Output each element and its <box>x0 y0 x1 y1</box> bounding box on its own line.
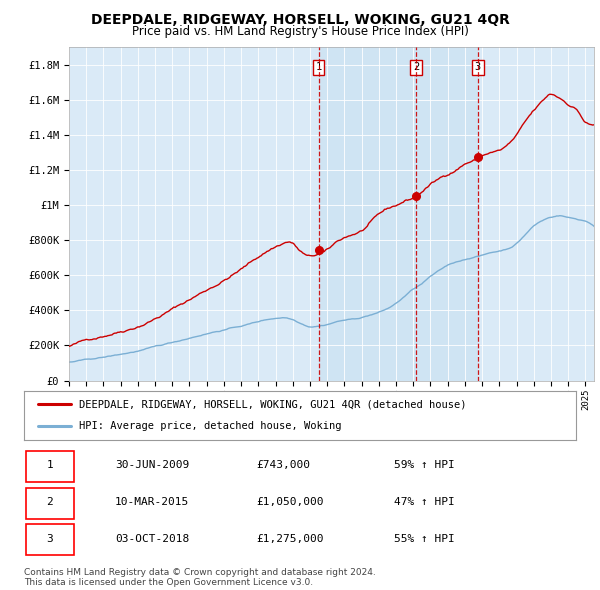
FancyBboxPatch shape <box>26 488 74 519</box>
Text: DEEPDALE, RIDGEWAY, HORSELL, WOKING, GU21 4QR: DEEPDALE, RIDGEWAY, HORSELL, WOKING, GU2… <box>91 13 509 27</box>
Bar <box>319 47 478 381</box>
Text: DEEPDALE, RIDGEWAY, HORSELL, WOKING, GU21 4QR (detached house): DEEPDALE, RIDGEWAY, HORSELL, WOKING, GU2… <box>79 399 467 409</box>
Text: HPI: Average price, detached house, Woking: HPI: Average price, detached house, Woki… <box>79 421 342 431</box>
Text: Contains HM Land Registry data © Crown copyright and database right 2024.: Contains HM Land Registry data © Crown c… <box>24 568 376 576</box>
Text: £1,275,000: £1,275,000 <box>256 534 323 544</box>
Text: Price paid vs. HM Land Registry's House Price Index (HPI): Price paid vs. HM Land Registry's House … <box>131 25 469 38</box>
Text: £1,050,000: £1,050,000 <box>256 497 323 507</box>
Text: 10-MAR-2015: 10-MAR-2015 <box>115 497 190 507</box>
Text: This data is licensed under the Open Government Licence v3.0.: This data is licensed under the Open Gov… <box>24 578 313 587</box>
Text: 47% ↑ HPI: 47% ↑ HPI <box>394 497 455 507</box>
Text: 03-OCT-2018: 03-OCT-2018 <box>115 534 190 544</box>
Text: 2: 2 <box>47 497 53 507</box>
Text: 30-JUN-2009: 30-JUN-2009 <box>115 460 190 470</box>
Text: 59% ↑ HPI: 59% ↑ HPI <box>394 460 455 470</box>
Text: £743,000: £743,000 <box>256 460 310 470</box>
Text: 55% ↑ HPI: 55% ↑ HPI <box>394 534 455 544</box>
Text: 1: 1 <box>316 62 322 72</box>
Text: 2: 2 <box>413 62 419 72</box>
Text: 1: 1 <box>47 460 53 470</box>
Text: 3: 3 <box>47 534 53 544</box>
FancyBboxPatch shape <box>26 451 74 482</box>
Text: 3: 3 <box>475 62 481 72</box>
FancyBboxPatch shape <box>26 525 74 555</box>
